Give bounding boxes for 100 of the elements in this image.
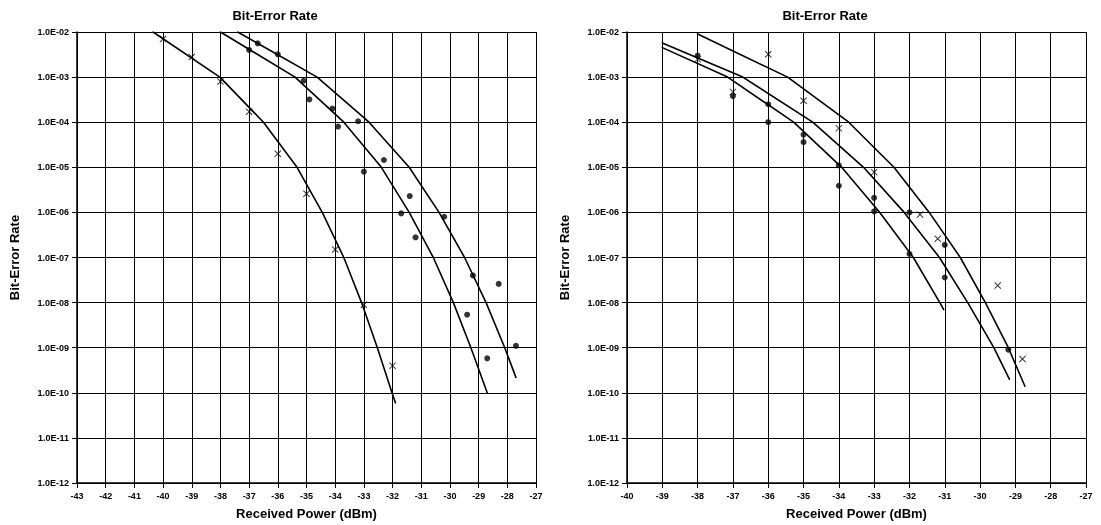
x-tick-label: -37 bbox=[242, 490, 256, 501]
point bbox=[835, 182, 842, 189]
y-tick-label: 1.0E-08 bbox=[587, 297, 619, 308]
point bbox=[512, 342, 519, 349]
x-axis-title: Received Power (dBm) bbox=[786, 506, 927, 521]
x-tick-label: -31 bbox=[938, 490, 952, 501]
point bbox=[870, 168, 878, 176]
point bbox=[441, 213, 448, 220]
y-tick-label: 1.0E-10 bbox=[37, 387, 69, 398]
chart-title: Bit-Error Rate bbox=[782, 8, 868, 23]
y-tick-label: 1.0E-11 bbox=[37, 432, 69, 443]
point bbox=[916, 210, 924, 218]
x-tick-label: -32 bbox=[902, 490, 916, 501]
x-tick-label: -35 bbox=[299, 490, 314, 501]
point bbox=[331, 246, 339, 254]
point bbox=[484, 355, 491, 362]
x-tick-label: -33 bbox=[357, 490, 371, 501]
point bbox=[871, 194, 878, 201]
x-tick-label: -35 bbox=[797, 490, 811, 501]
point bbox=[274, 150, 282, 158]
y-axis-title: Bit-Error Rate bbox=[557, 214, 572, 301]
point bbox=[871, 208, 878, 215]
point bbox=[729, 93, 736, 100]
point bbox=[306, 96, 313, 103]
x-tick-label: -33 bbox=[867, 490, 881, 501]
x-tick-label: -34 bbox=[328, 490, 342, 501]
y-tick-label: 1.0E-02 bbox=[37, 27, 69, 37]
point bbox=[941, 274, 948, 281]
point bbox=[406, 193, 413, 200]
point bbox=[1005, 346, 1012, 353]
x-tick-label: -29 bbox=[472, 490, 486, 501]
point bbox=[355, 118, 362, 125]
y-axis-title: Bit-Error Rate bbox=[7, 214, 22, 301]
y-tick-label: 1.0E-07 bbox=[587, 252, 619, 263]
y-tick-label: 1.0E-03 bbox=[587, 72, 619, 83]
point bbox=[360, 301, 368, 309]
x-tick-label: -36 bbox=[271, 490, 285, 501]
point bbox=[694, 52, 701, 59]
point bbox=[398, 210, 405, 217]
point bbox=[765, 101, 772, 108]
x-tick-label: -42 bbox=[99, 490, 113, 501]
chart-title: Bit-Error Rate bbox=[232, 8, 318, 23]
x-tick-label: -28 bbox=[1044, 490, 1058, 501]
point bbox=[300, 77, 307, 84]
x-tick-label: -30 bbox=[973, 490, 987, 501]
point bbox=[765, 119, 772, 126]
x-axis-title: Received Power (dBm) bbox=[236, 506, 377, 521]
y-tick-label: 1.0E-09 bbox=[37, 342, 69, 353]
point bbox=[941, 241, 948, 248]
x-tick-label: -37 bbox=[726, 490, 740, 501]
point bbox=[464, 311, 471, 318]
y-tick-label: 1.0E-04 bbox=[587, 117, 619, 128]
y-tick-label: 1.0E-03 bbox=[37, 72, 69, 83]
point bbox=[245, 108, 253, 116]
x-tick-label: -38 bbox=[691, 490, 705, 501]
x-tick-label: -40 bbox=[156, 490, 170, 501]
point bbox=[380, 157, 387, 164]
point bbox=[934, 235, 942, 243]
y-tick-label: 1.0E-06 bbox=[587, 207, 619, 218]
y-tick-label: 1.0E-09 bbox=[587, 342, 619, 353]
x-tick-label: -29 bbox=[1008, 490, 1022, 501]
x-tick-label: -38 bbox=[213, 490, 227, 501]
y-tick-label: 1.0E-12 bbox=[37, 478, 69, 488]
y-tick-label: 1.0E-04 bbox=[37, 117, 69, 128]
x-tick-label: -30 bbox=[443, 490, 457, 501]
point bbox=[800, 139, 807, 146]
x-tick-label: -27 bbox=[529, 490, 543, 501]
x-tick-label: -41 bbox=[127, 490, 141, 501]
y-tick-label: 1.0E-02 bbox=[587, 27, 619, 37]
y-tick-label: 1.0E-12 bbox=[587, 478, 619, 488]
x-tick-label: -32 bbox=[386, 490, 400, 501]
point bbox=[274, 51, 281, 58]
x-tick-label: -43 bbox=[70, 490, 84, 501]
point bbox=[835, 162, 842, 169]
x-tick-label: -31 bbox=[414, 490, 428, 501]
y-tick-label: 1.0E-10 bbox=[587, 387, 619, 398]
point bbox=[495, 280, 502, 287]
x-tick-label: -39 bbox=[185, 490, 199, 501]
x-tick-label: -34 bbox=[832, 490, 846, 501]
x-tick-label: -27 bbox=[1079, 490, 1093, 501]
x-tick-label: -28 bbox=[500, 490, 514, 501]
x-tick-label: -39 bbox=[655, 490, 669, 501]
point bbox=[360, 168, 367, 175]
point bbox=[254, 40, 261, 47]
y-tick-label: 1.0E-08 bbox=[37, 297, 69, 308]
point bbox=[1018, 355, 1026, 363]
point bbox=[906, 209, 913, 216]
y-tick-label: 1.0E-05 bbox=[587, 162, 619, 173]
point bbox=[335, 123, 342, 130]
point bbox=[188, 53, 196, 61]
point bbox=[835, 124, 843, 132]
y-tick-label: 1.0E-11 bbox=[587, 432, 619, 443]
x-tick-label: -40 bbox=[620, 490, 634, 501]
y-tick-label: 1.0E-05 bbox=[37, 162, 69, 173]
point bbox=[764, 50, 772, 58]
point bbox=[469, 272, 476, 279]
y-tick-label: 1.0E-07 bbox=[37, 252, 69, 263]
x-tick-label: -36 bbox=[761, 490, 775, 501]
point bbox=[906, 250, 913, 257]
point bbox=[329, 105, 336, 112]
